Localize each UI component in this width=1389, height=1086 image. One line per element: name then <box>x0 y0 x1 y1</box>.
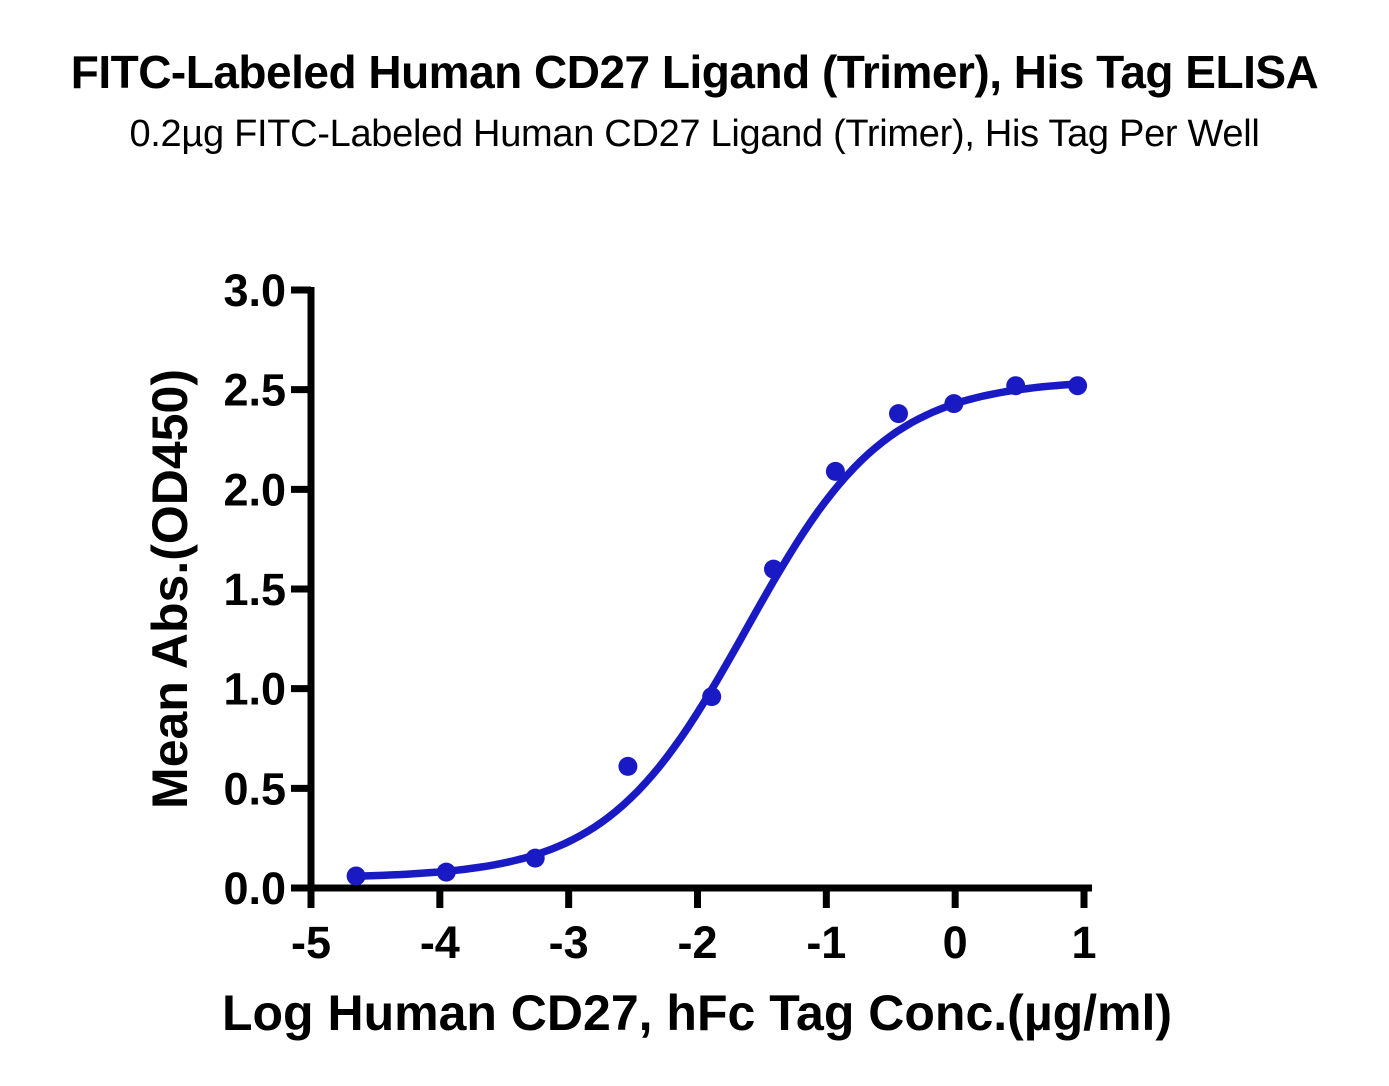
y-tick-label: 0.0 <box>223 863 286 914</box>
y-tick-label: 1.0 <box>223 664 286 715</box>
data-point <box>764 559 783 579</box>
chart-title: FITC-Labeled Human CD27 Ligand (Trimer),… <box>70 46 1319 98</box>
x-tick-label: 0 <box>943 917 968 968</box>
x-tick-label: -2 <box>677 917 717 968</box>
x-axis-title: Log Human CD27, hFc Tag Conc.(µg/ml) <box>222 985 1172 1041</box>
data-point <box>889 404 908 424</box>
data-point <box>525 848 545 868</box>
x-tick-label: 1 <box>1071 917 1096 968</box>
data-point <box>944 394 964 414</box>
data-point <box>702 687 722 707</box>
data-point <box>1006 376 1026 396</box>
data-point <box>1068 376 1088 396</box>
y-tick-label: 2.0 <box>223 464 286 515</box>
x-tick-label: -1 <box>806 917 846 968</box>
fit-curve <box>352 380 1082 880</box>
x-tick-label: -5 <box>291 917 331 968</box>
data-point <box>346 866 366 886</box>
y-tick-label: 0.5 <box>223 763 286 814</box>
y-axis-title: Mean Abs.(OD450) <box>142 369 198 809</box>
y-tick-label: 3.0 <box>223 265 286 316</box>
x-tick-label: -4 <box>420 917 460 968</box>
y-tick-label: 1.5 <box>223 564 286 615</box>
data-point <box>618 756 638 776</box>
y-tick-label: 2.5 <box>223 365 286 416</box>
data-point <box>825 461 845 481</box>
chart-subtitle: 0.2µg FITC-Labeled Human CD27 Ligand (Tr… <box>129 113 1260 155</box>
data-point <box>436 862 456 882</box>
x-tick-label: -3 <box>549 917 589 968</box>
